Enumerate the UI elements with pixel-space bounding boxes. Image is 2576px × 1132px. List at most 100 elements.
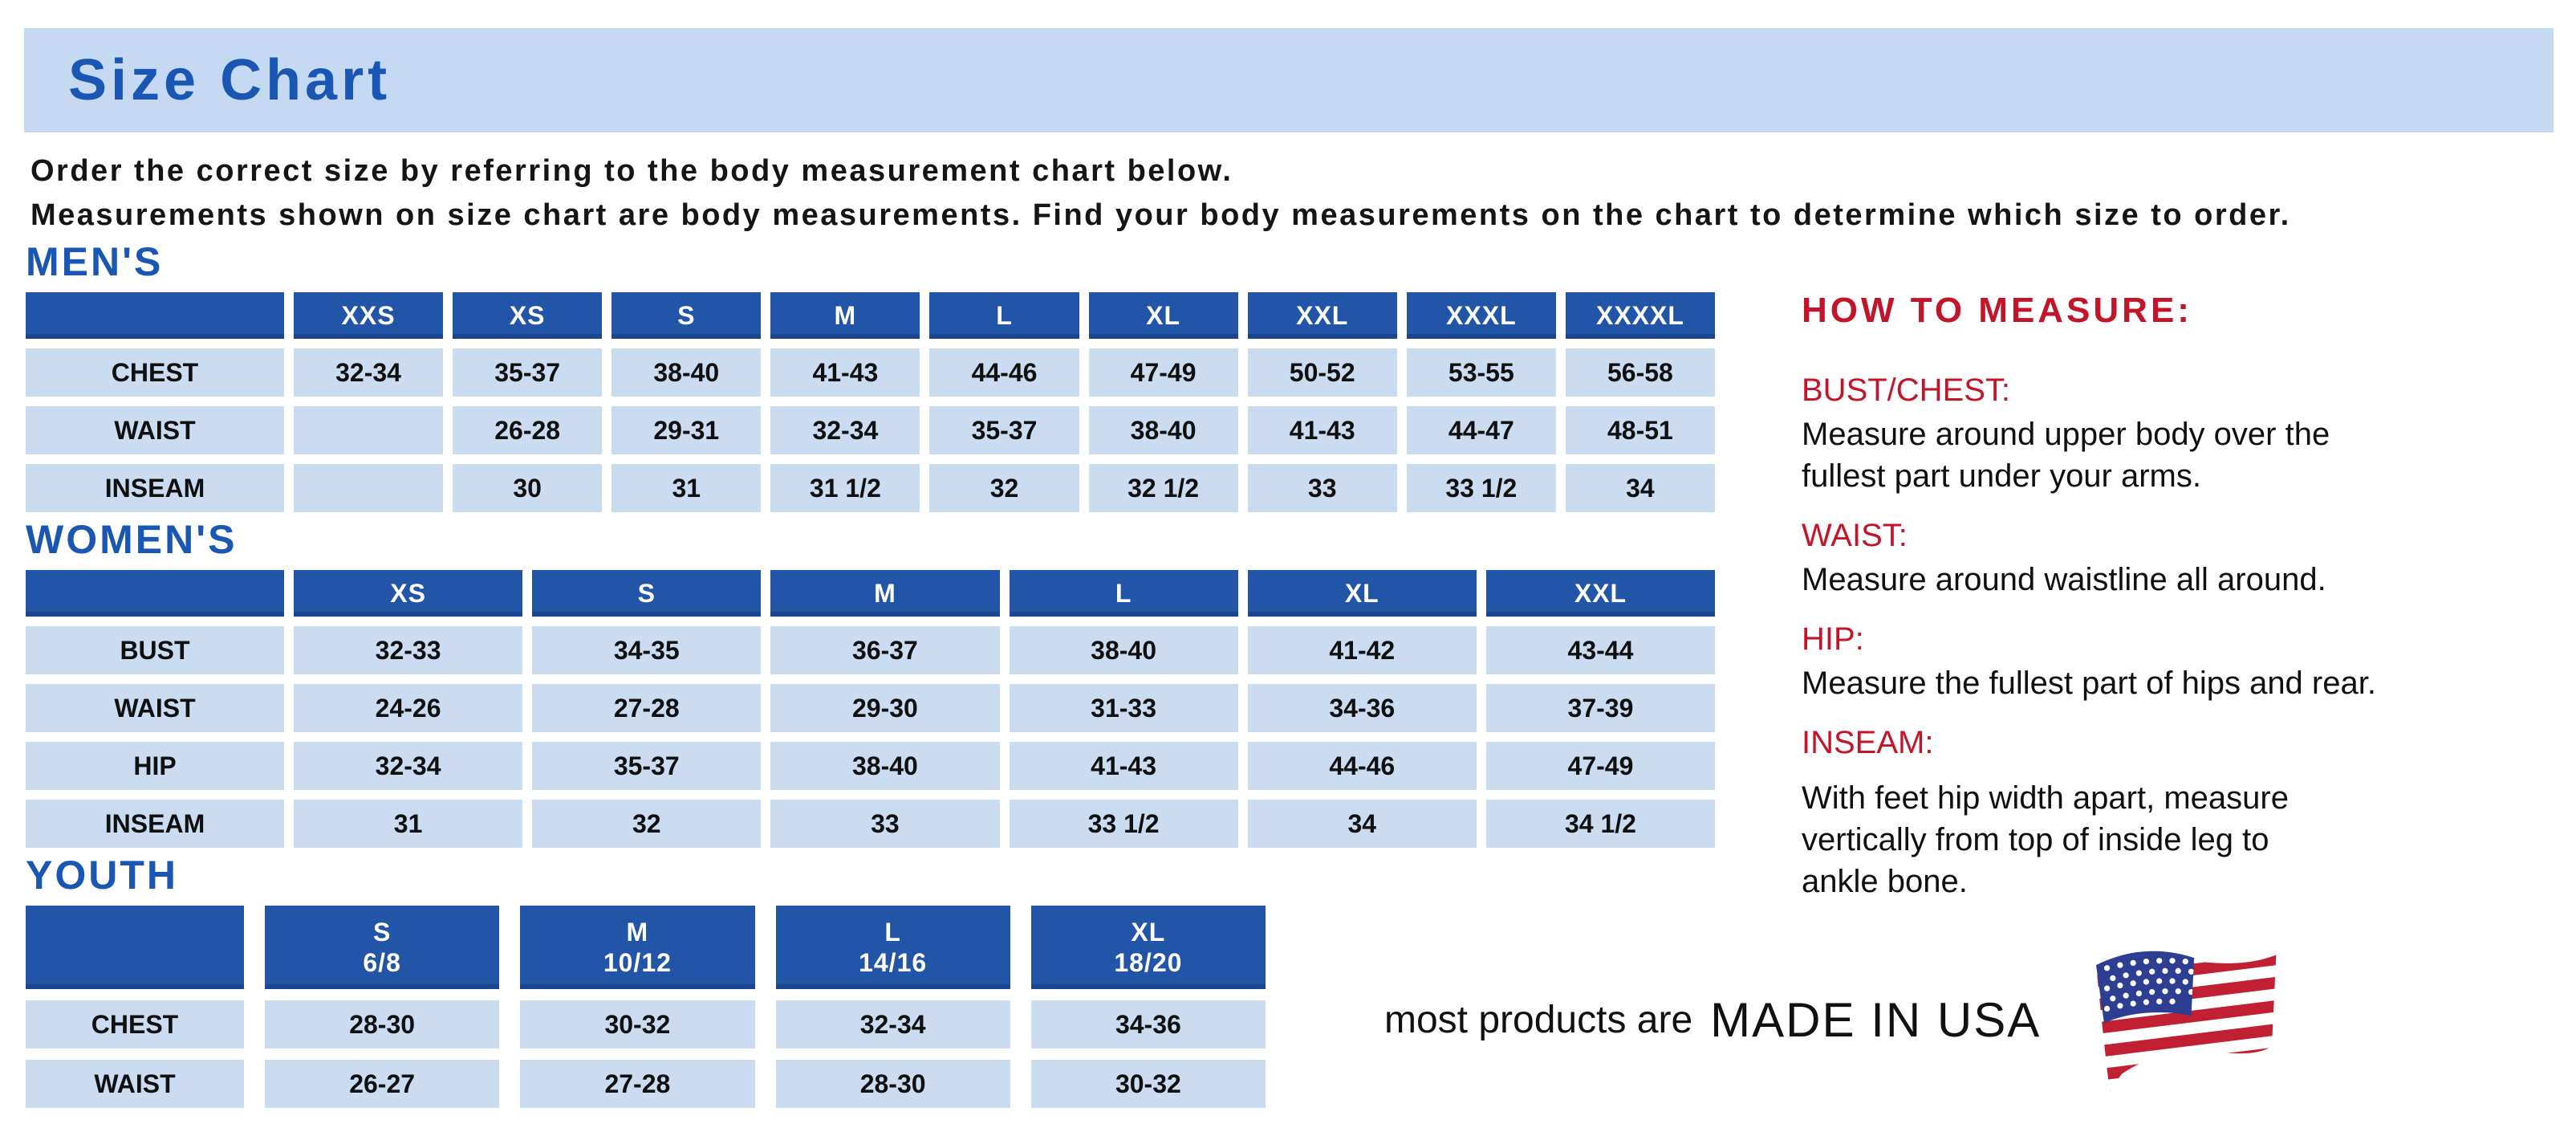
value-cell: 31 bbox=[294, 800, 523, 848]
value-cell: 28-30 bbox=[265, 1000, 500, 1049]
made-in-usa-footer: most products are MADE IN USA bbox=[1384, 943, 2281, 1096]
column-header-cell: L bbox=[929, 292, 1079, 339]
value-cell bbox=[294, 406, 444, 454]
value-cell: 24-26 bbox=[294, 684, 523, 732]
column-size-label: M bbox=[626, 918, 649, 947]
value-cell: 32 bbox=[532, 800, 762, 848]
value-cell: 31 bbox=[611, 464, 762, 512]
table-row: CHEST 28-30 30-32 32-34 34-36 bbox=[26, 1000, 1266, 1049]
mens-size-table: XXS XS S M L XL XXL XXXL XXXXL CHEST 32-34 35-37 38-… bbox=[26, 292, 1715, 512]
row-label-cell: WAIST bbox=[26, 406, 284, 454]
measure-item-text: fullest part under your arms. bbox=[1802, 458, 2201, 494]
column-header-cell: M bbox=[770, 570, 1000, 617]
value-cell: 26-28 bbox=[453, 406, 603, 454]
value-cell: 34 bbox=[1247, 800, 1477, 848]
table-row: WAIST 24-26 27-28 29-30 31-33 34-36 37-39 bbox=[26, 684, 1716, 732]
value-cell bbox=[294, 464, 444, 512]
value-cell: 33 1/2 bbox=[1406, 464, 1556, 512]
usa-flag-icon bbox=[2063, 943, 2281, 1096]
value-cell: 33 bbox=[1247, 464, 1397, 512]
row-label-cell: INSEAM bbox=[26, 464, 284, 512]
value-cell: 32-34 bbox=[294, 348, 444, 397]
column-range-label: 10/12 bbox=[603, 948, 672, 977]
table-header-row: XS S M L XL XXL bbox=[26, 570, 1716, 617]
column-header-cell: XL bbox=[1247, 570, 1477, 617]
how-to-measure-items: BUST/CHEST: Measure around upper body ove… bbox=[1802, 373, 2556, 902]
value-cell: 38-40 bbox=[611, 348, 762, 397]
value-cell: 48-51 bbox=[1565, 406, 1715, 454]
column-header-cell: S bbox=[611, 292, 762, 339]
table-header-row: XXS XS S M L XL XXL XXXL XXXXL bbox=[26, 292, 1715, 339]
youth-size-table: S 6/8 M 10/12 L 14/16 XL 18/20 CHEST 28-30 30-32 32… bbox=[26, 906, 1266, 1108]
section-heading-mens: MEN'S bbox=[26, 239, 164, 284]
table-row: INSEAM 30 31 31 1/2 32 32 1/2 33 33 1/2 34 bbox=[26, 464, 1715, 512]
footer-emphasis-text: MADE IN USA bbox=[1710, 992, 2042, 1047]
value-cell: 50-52 bbox=[1247, 348, 1397, 397]
column-range-label: 6/8 bbox=[363, 948, 401, 977]
column-header-cell: XXL bbox=[1247, 292, 1397, 339]
page-title: Size Chart bbox=[68, 48, 392, 112]
womens-size-table: XS S M L XL XXL BUST 32-33 34-35 36-37 38-40 41-42 4… bbox=[26, 570, 1716, 848]
column-size-label: S bbox=[372, 918, 392, 947]
column-header-cell: M bbox=[770, 292, 920, 339]
value-cell: 53-55 bbox=[1406, 348, 1556, 397]
value-cell: 31-33 bbox=[1009, 684, 1238, 732]
value-cell: 33 1/2 bbox=[1009, 800, 1238, 848]
value-cell: 34 bbox=[1565, 464, 1715, 512]
value-cell: 29-31 bbox=[611, 406, 762, 454]
column-size-label: XL bbox=[1131, 918, 1166, 947]
value-cell: 34-36 bbox=[1247, 684, 1477, 732]
value-cell: 30-32 bbox=[520, 1000, 755, 1049]
value-cell: 32-34 bbox=[775, 1000, 1010, 1049]
column-header-cell: XS bbox=[294, 570, 523, 617]
section-heading-womens: WOMEN'S bbox=[26, 517, 238, 562]
value-cell: 35-37 bbox=[532, 742, 762, 790]
table-row: HIP 32-34 35-37 38-40 41-43 44-46 47-49 bbox=[26, 742, 1716, 790]
measure-item-text: vertically from top of inside leg to bbox=[1802, 822, 2269, 857]
measure-item-text: Measure the fullest part of hips and rea… bbox=[1802, 666, 2376, 701]
value-cell: 31 1/2 bbox=[770, 464, 920, 512]
how-to-measure-section: HOW TO MEASURE: BUST/CHEST: Measure aroun… bbox=[1802, 291, 2556, 923]
table-row: WAIST 26-27 27-28 28-30 30-32 bbox=[26, 1060, 1266, 1108]
table-corner-cell bbox=[26, 570, 284, 617]
measure-item: HIP: Measure the fullest part of hips and… bbox=[1802, 621, 2556, 704]
column-header-cell: XL 18/20 bbox=[1030, 906, 1266, 989]
value-cell: 38-40 bbox=[770, 742, 1000, 790]
table-row: CHEST 32-34 35-37 38-40 41-43 44-46 47-49 50-52… bbox=[26, 348, 1715, 397]
measure-item: BUST/CHEST: Measure around upper body ove… bbox=[1802, 373, 2556, 497]
value-cell: 28-30 bbox=[775, 1060, 1010, 1108]
column-header-cell: XL bbox=[1088, 292, 1238, 339]
value-cell: 47-49 bbox=[1088, 348, 1238, 397]
measure-item-label: INSEAM: bbox=[1802, 725, 1934, 760]
value-cell: 41-43 bbox=[1247, 406, 1397, 454]
value-cell: 44-47 bbox=[1406, 406, 1556, 454]
row-label-cell: HIP bbox=[26, 742, 284, 790]
value-cell: 32-33 bbox=[294, 626, 523, 674]
value-cell: 32 1/2 bbox=[1088, 464, 1238, 512]
value-cell: 47-49 bbox=[1485, 742, 1716, 790]
measure-item: INSEAM: With feet hip width apart, measur… bbox=[1802, 725, 2556, 902]
column-header-cell: L bbox=[1009, 570, 1238, 617]
column-header-cell: S 6/8 bbox=[265, 906, 500, 989]
column-header-cell: XXXL bbox=[1406, 292, 1556, 339]
size-tables-column: MEN'S XXS XS S M L XL XXL XXXL XXXXL CHEST 32-34 35… bbox=[26, 238, 1716, 1114]
column-header-cell: M 10/12 bbox=[520, 906, 755, 989]
row-label-cell: INSEAM bbox=[26, 800, 284, 848]
section-heading-youth: YOUTH bbox=[26, 853, 178, 898]
value-cell: 34 1/2 bbox=[1485, 800, 1716, 848]
value-cell: 26-27 bbox=[265, 1060, 500, 1108]
value-cell: 41-43 bbox=[770, 348, 920, 397]
value-cell: 35-37 bbox=[929, 406, 1079, 454]
measure-item-label: HIP: bbox=[1802, 621, 1864, 657]
value-cell: 37-39 bbox=[1485, 684, 1716, 732]
column-range-label: 14/16 bbox=[859, 948, 928, 977]
value-cell: 38-40 bbox=[1009, 626, 1238, 674]
value-cell: 44-46 bbox=[1247, 742, 1477, 790]
column-size-label: L bbox=[884, 918, 901, 947]
measure-item-text: With feet hip width apart, measure bbox=[1802, 780, 2289, 816]
value-cell: 32 bbox=[929, 464, 1079, 512]
value-cell: 41-43 bbox=[1009, 742, 1238, 790]
table-header-row: S 6/8 M 10/12 L 14/16 XL 18/20 bbox=[26, 906, 1266, 989]
row-label-cell: CHEST bbox=[26, 1000, 244, 1049]
